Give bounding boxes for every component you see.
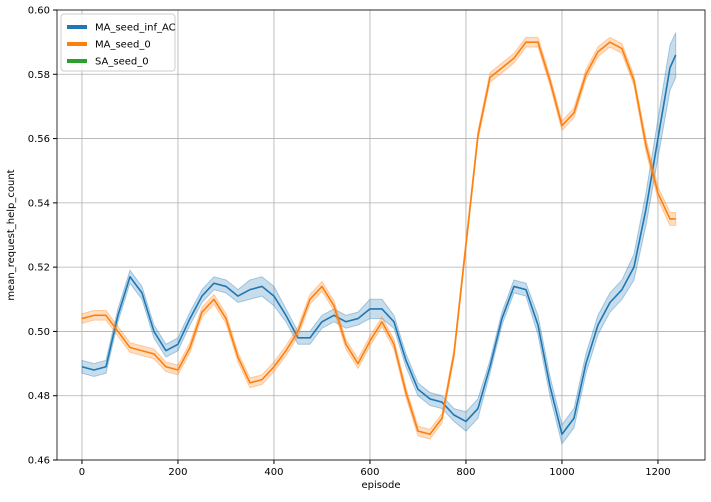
y-axis-label: mean_request_help_count [6,169,17,300]
y-tick-label: 0.56 [28,134,50,145]
plot-frame [56,9,706,461]
x-tick-label: 200 [168,467,187,478]
error-band [81,36,677,440]
x-tick-label: 0 [79,467,85,478]
legend-label: MA_seed_0 [95,40,151,51]
y-tick-label: 0.48 [28,391,50,402]
x-tick-label: 800 [456,467,475,478]
series-line [81,41,676,436]
legend-label: MA_seed_inf_AC [95,23,176,34]
series-line [81,54,677,436]
x-tick-label: 400 [264,467,283,478]
error-band [81,32,677,446]
y-tick-label: 0.58 [28,70,50,81]
legend-box [60,13,176,72]
y-tick-label: 0.54 [28,198,50,209]
y-tick-label: 0.46 [28,456,50,467]
x-tick-label: 1000 [549,467,574,478]
x-tick-label: 1200 [645,467,670,478]
x-tick-label: 600 [360,467,379,478]
x-axis-label: episode [361,480,400,491]
y-tick-label: 0.50 [28,327,50,338]
y-tick-label: 0.52 [28,263,50,274]
y-tick-label: 0.60 [28,6,50,17]
legend-label: SA_seed_0 [95,57,149,68]
legend: MA_seed_inf_AC MA_seed_0 SA_seed_0 [60,13,176,72]
